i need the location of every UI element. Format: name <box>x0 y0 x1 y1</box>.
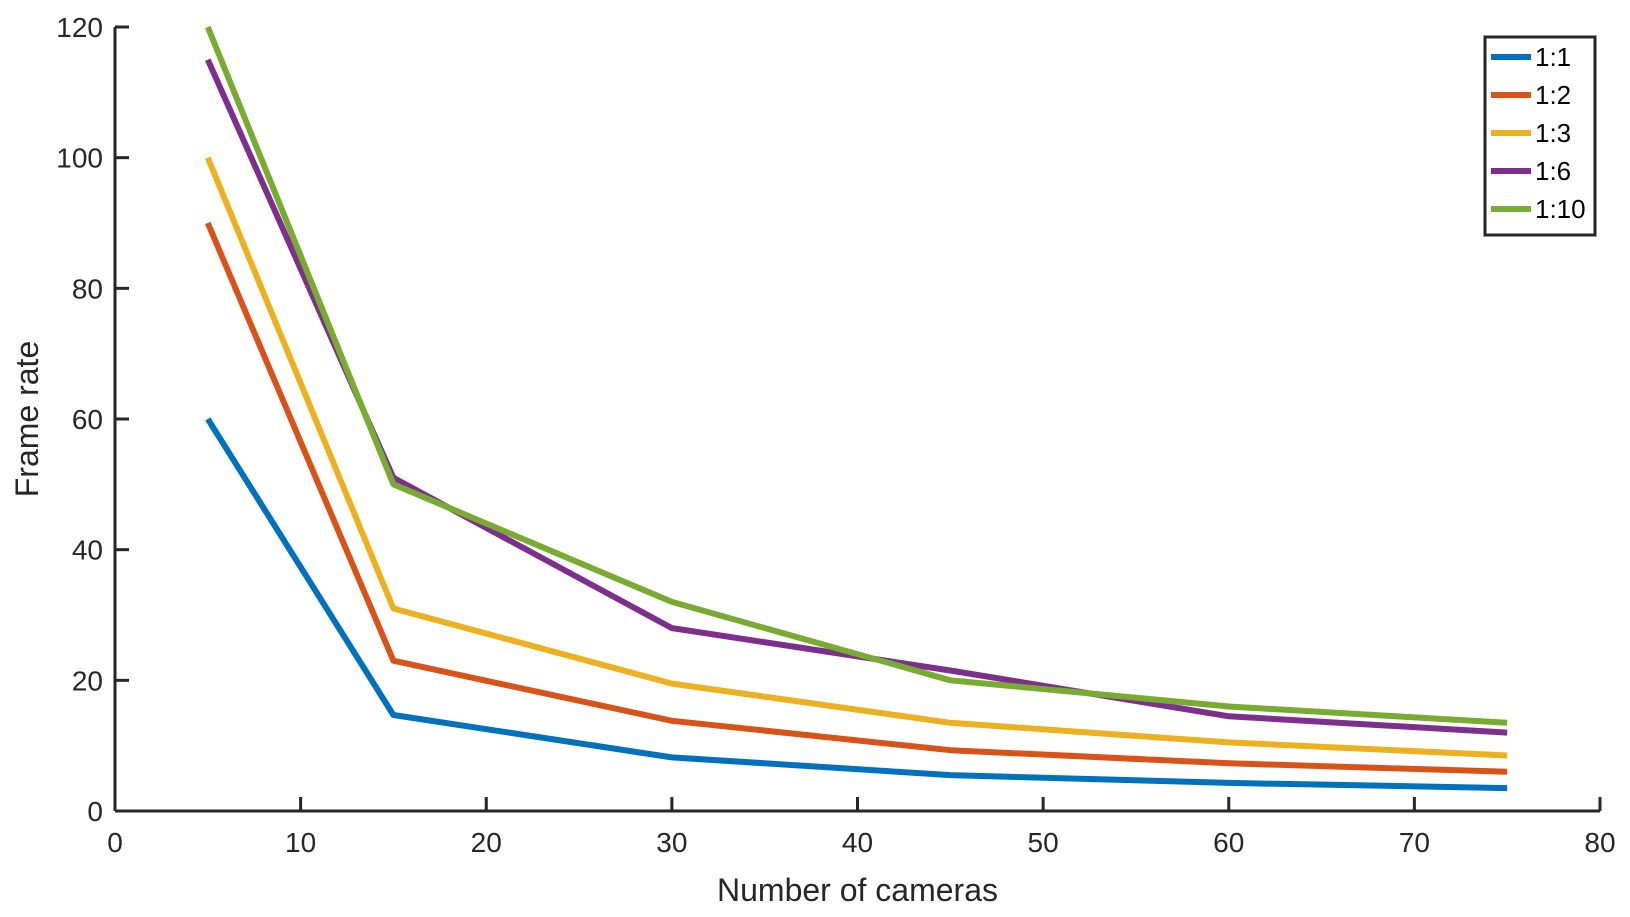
legend: 1:1 1:2 1:3 1:6 1:10 <box>1483 35 1597 237</box>
x-tick-label: 20 <box>471 827 502 858</box>
series-line-4 <box>205 58 1508 736</box>
y-tick-label: 0 <box>87 796 103 827</box>
axes <box>113 25 1602 813</box>
legend-box <box>1483 35 1597 237</box>
y-tick-label: 120 <box>56 12 103 43</box>
legend-label: 1:1 <box>1535 42 1571 72</box>
legend-label: 1:3 <box>1535 118 1571 148</box>
series-line-5 <box>205 25 1508 726</box>
legend-label: 1:2 <box>1535 80 1571 110</box>
x-tick-label: 30 <box>656 827 687 858</box>
y-tick-label: 20 <box>72 665 103 696</box>
x-tick-label: 60 <box>1213 827 1244 858</box>
x-tick-label: 10 <box>285 827 316 858</box>
series-layer <box>205 25 1508 792</box>
x-axis-title: Number of cameras <box>717 872 998 908</box>
legend-label: 1:6 <box>1535 156 1571 186</box>
x-tick-label: 70 <box>1399 827 1430 858</box>
x-tick-label: 80 <box>1584 827 1615 858</box>
y-tick-label: 60 <box>72 404 103 435</box>
legend-label: 1:10 <box>1535 194 1586 224</box>
y-tick-label: 80 <box>72 273 103 304</box>
x-tick-label: 40 <box>842 827 873 858</box>
series-line-1 <box>205 417 1508 792</box>
y-tick-label: 40 <box>72 535 103 566</box>
x-tick-label: 0 <box>107 827 123 858</box>
y-axis-title: Frame rate <box>9 341 45 497</box>
series-line-3 <box>205 156 1508 759</box>
tick-labels: 0 10 20 30 40 50 60 70 80 0 20 40 60 80 100 120 <box>56 12 1615 858</box>
y-tick-label: 100 <box>56 143 103 174</box>
x-tick-label: 50 <box>1028 827 1059 858</box>
series-line-2 <box>205 221 1508 775</box>
